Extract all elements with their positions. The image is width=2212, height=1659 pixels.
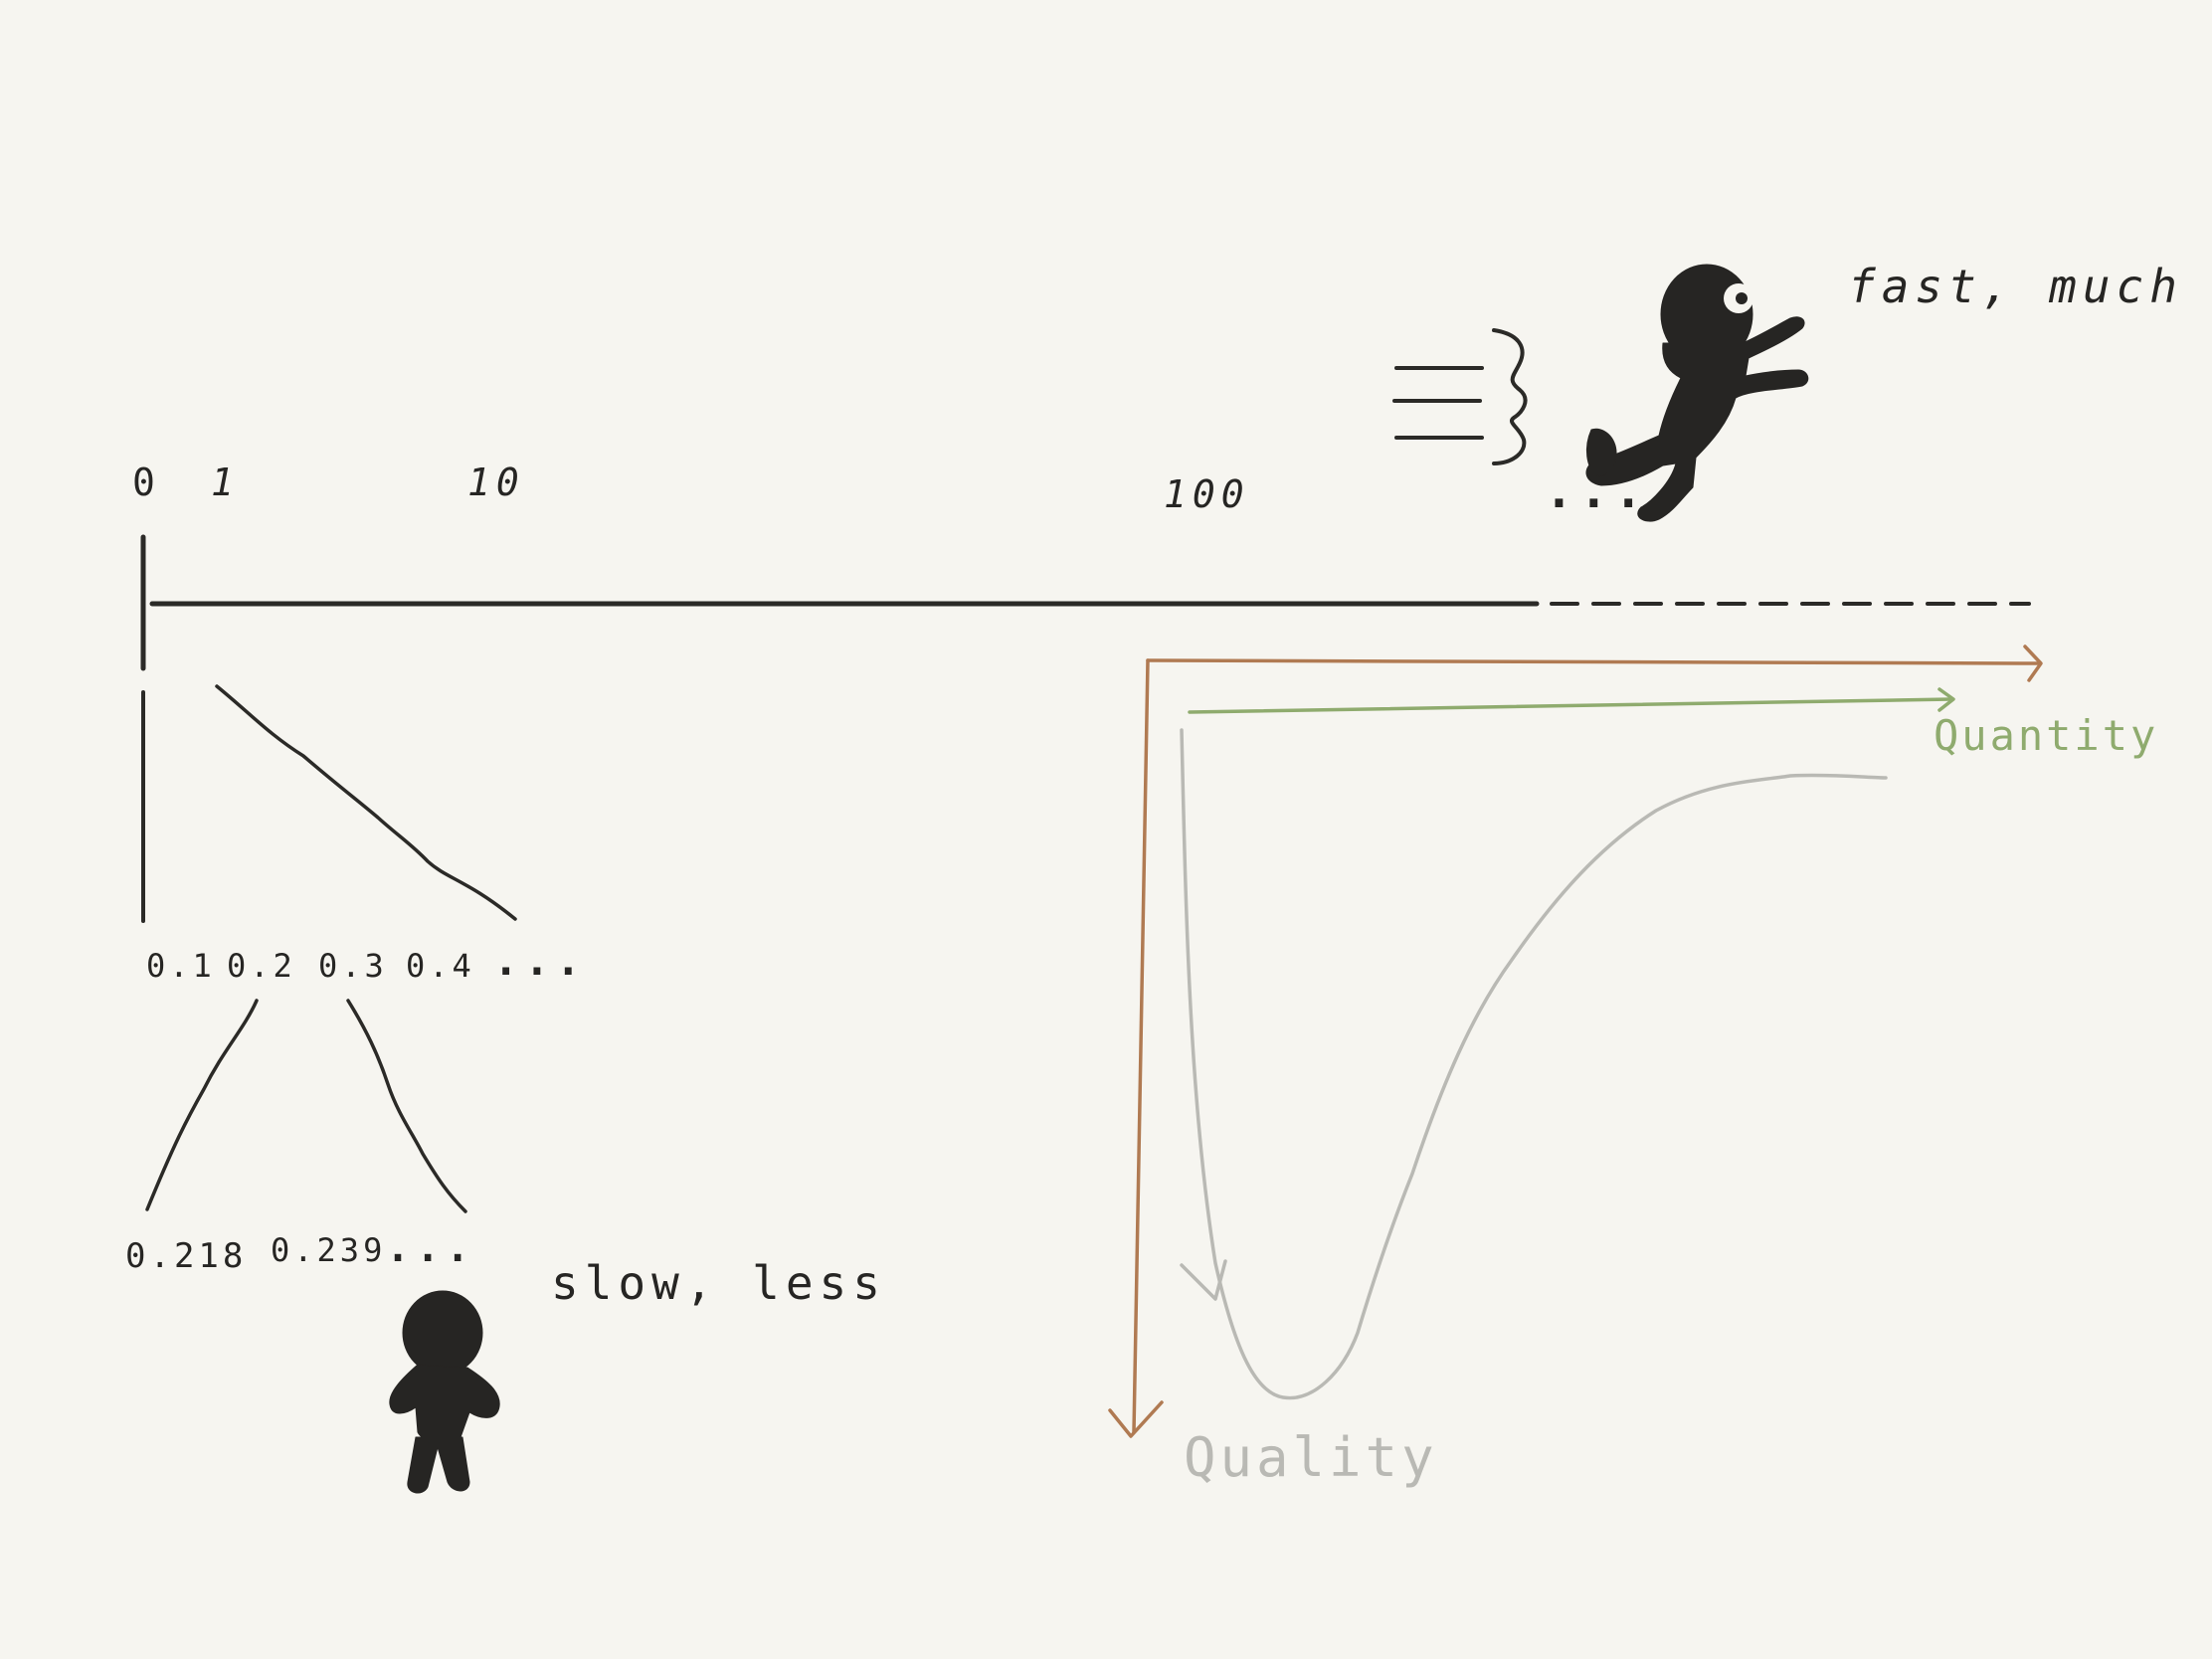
quantity-axis-arrow-brown-icon xyxy=(2023,645,2043,682)
quality-curve xyxy=(1180,728,1888,1400)
tick-label-10: 10 xyxy=(467,461,525,504)
quantity-axis-green xyxy=(1188,697,1953,714)
zoom1-label-0-1: 0.1 xyxy=(146,947,216,985)
slow-label: slow, less xyxy=(551,1256,886,1310)
zoom2-label-ellipsis: ... xyxy=(386,1225,475,1271)
quality-axis-arrow-icon xyxy=(1108,1400,1164,1438)
quality-axis-vertical xyxy=(1132,658,1150,1434)
tick-label-100: 100 xyxy=(1164,472,1250,516)
zoom1-label-ellipsis: ... xyxy=(493,936,587,985)
quality-curve-arrow-icon xyxy=(1180,1259,1227,1301)
zoom2-right-line xyxy=(346,999,467,1213)
zoom2-label-0-239: 0.239 xyxy=(271,1231,386,1269)
zoom1-label-0-4: 0.4 xyxy=(406,947,475,985)
fast-label: fast, much xyxy=(1848,260,2183,313)
zoom1-label-0-3: 0.3 xyxy=(318,947,388,985)
tick-label-0: 0 xyxy=(132,461,161,504)
quantity-axis-arrow-green-icon xyxy=(1937,687,1955,712)
quantity-axis-horizontal-brown xyxy=(1146,658,2041,665)
tick-label-1: 1 xyxy=(211,461,240,504)
zoom1-label-0-2: 0.2 xyxy=(227,947,296,985)
zoom1-right-line xyxy=(215,684,517,921)
fast-figure-icon xyxy=(1585,264,1809,522)
slow-figure-icon xyxy=(389,1290,500,1494)
motion-lines-icon xyxy=(1392,328,1528,465)
quantity-label: Quantity xyxy=(1934,711,2158,760)
zoom2-left-line xyxy=(145,999,259,1211)
quality-label: Quality xyxy=(1184,1426,1438,1489)
zoom2-label-0-218: 0.218 xyxy=(125,1236,247,1276)
